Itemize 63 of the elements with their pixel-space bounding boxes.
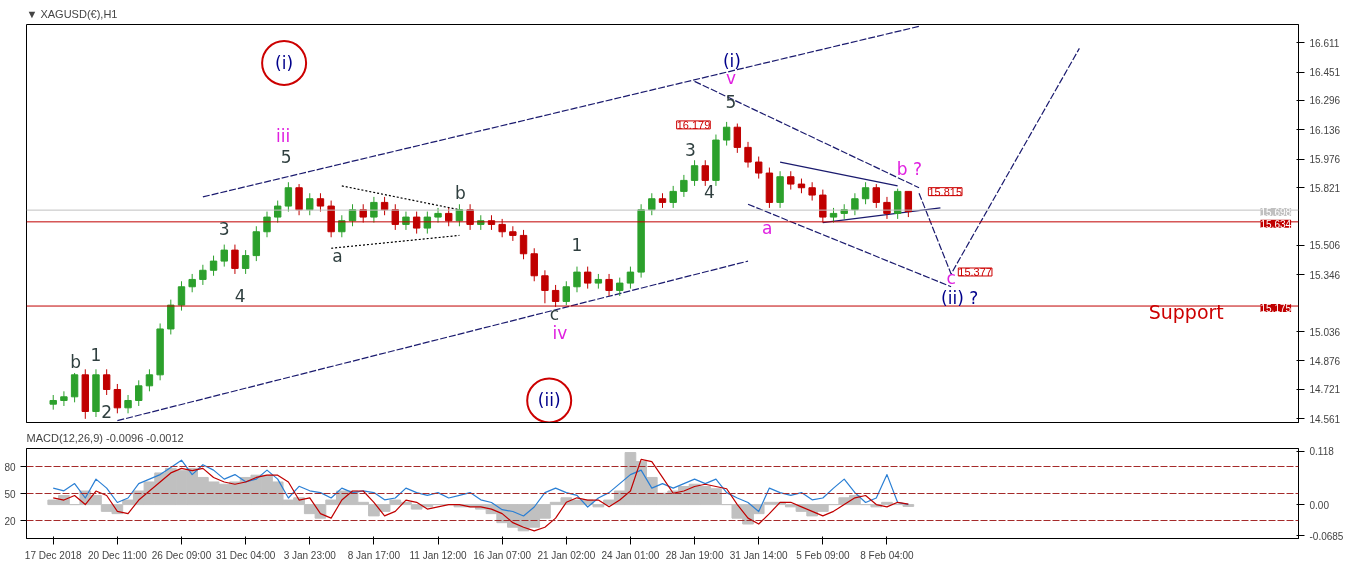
ref-line-label: 15.698 [1260,207,1292,219]
y-tick-label: 16.296 [1309,95,1341,107]
y-tick-label: 14.561 [1309,413,1341,425]
annotation: iv [552,322,568,343]
x-tick-label: 17 Dec 2018 [24,549,83,561]
annotation: 16.179 [676,118,711,131]
annotation: b ? [896,159,923,180]
annotation: b [70,351,82,372]
ref-line-label: 15.634 [1260,218,1292,230]
y-tick-label: 14.721 [1309,384,1341,396]
annotation: (ii) ? [941,287,979,308]
annotation: 15.815 [928,185,963,198]
annotation: 4 [234,286,246,307]
y2-tick-label: 50 [4,488,16,500]
annotation: (i) [275,53,294,74]
x-tick-label: 26 Dec 09:00 [151,549,212,561]
x-tick-label: 31 Jan 14:00 [729,549,789,561]
annotation: (ii) [537,390,561,411]
annotation: 1 [90,345,102,366]
x-tick-label: 31 Dec 04:00 [215,549,276,561]
y-tick-label: 16.451 [1309,67,1341,78]
x-tick-label: 8 Feb 04:00 [860,549,915,561]
annotation: b [455,183,466,204]
annotation: 3 [218,218,230,239]
x-tick-label: 3 Jan 23:00 [283,549,337,561]
ref-line-label: 15.175 [1260,303,1292,315]
annotation: c [549,304,560,325]
annotation: 15.377 [958,265,992,278]
x-tick-label: 16 Jan 07:00 [473,549,532,561]
x-tick-label: 11 Jan 12:00 [409,549,468,561]
x-tick-label: 8 Jan 17:00 [347,549,401,561]
y-tick-label: 0.118 [1309,446,1335,458]
annotation: 2 [101,402,113,422]
x-tick-label: 28 Jan 19:00 [665,549,724,561]
y-tick-label: 14.876 [1309,355,1341,367]
annotation: (i) [722,51,741,72]
annotation: a [332,245,343,266]
y-tick-label: 0.00 [1309,499,1330,511]
annotation: iii [275,126,291,147]
annotation: Support [1148,301,1224,324]
y-tick-label: 15.976 [1309,154,1341,166]
annotation: 5 [725,92,737,113]
y2-tick-label: 20 [4,515,16,527]
annotation: 5 [280,147,292,168]
y-tick-label: 15.036 [1309,326,1341,338]
annotation: 4 [704,181,715,202]
annotation: c [946,267,956,288]
y-tick-label: 16.611 [1309,37,1340,49]
x-tick-label: 21 Jan 02:00 [537,549,596,561]
annotation: a [762,218,773,239]
annotation: 3 [684,139,696,160]
y-tick-label: -0.0685 [1309,530,1344,542]
y-tick-label: 15.821 [1309,182,1341,194]
x-tick-label: 5 Feb 09:00 [796,549,850,561]
annotation: 1 [571,235,583,256]
x-tick-label: 20 Dec 11:00 [87,549,148,561]
y2-tick-label: 80 [4,461,16,473]
y-tick-label: 15.346 [1309,269,1341,281]
chart-title: MACD(12,26,9) -0.0096 -0.0012 [26,431,184,444]
y-tick-label: 15.506 [1309,240,1341,252]
chart-title: ▼ XAGUSD(€),H1 [26,7,118,20]
y-tick-label: 16.136 [1309,124,1341,136]
x-tick-label: 24 Jan 01:00 [601,549,660,561]
